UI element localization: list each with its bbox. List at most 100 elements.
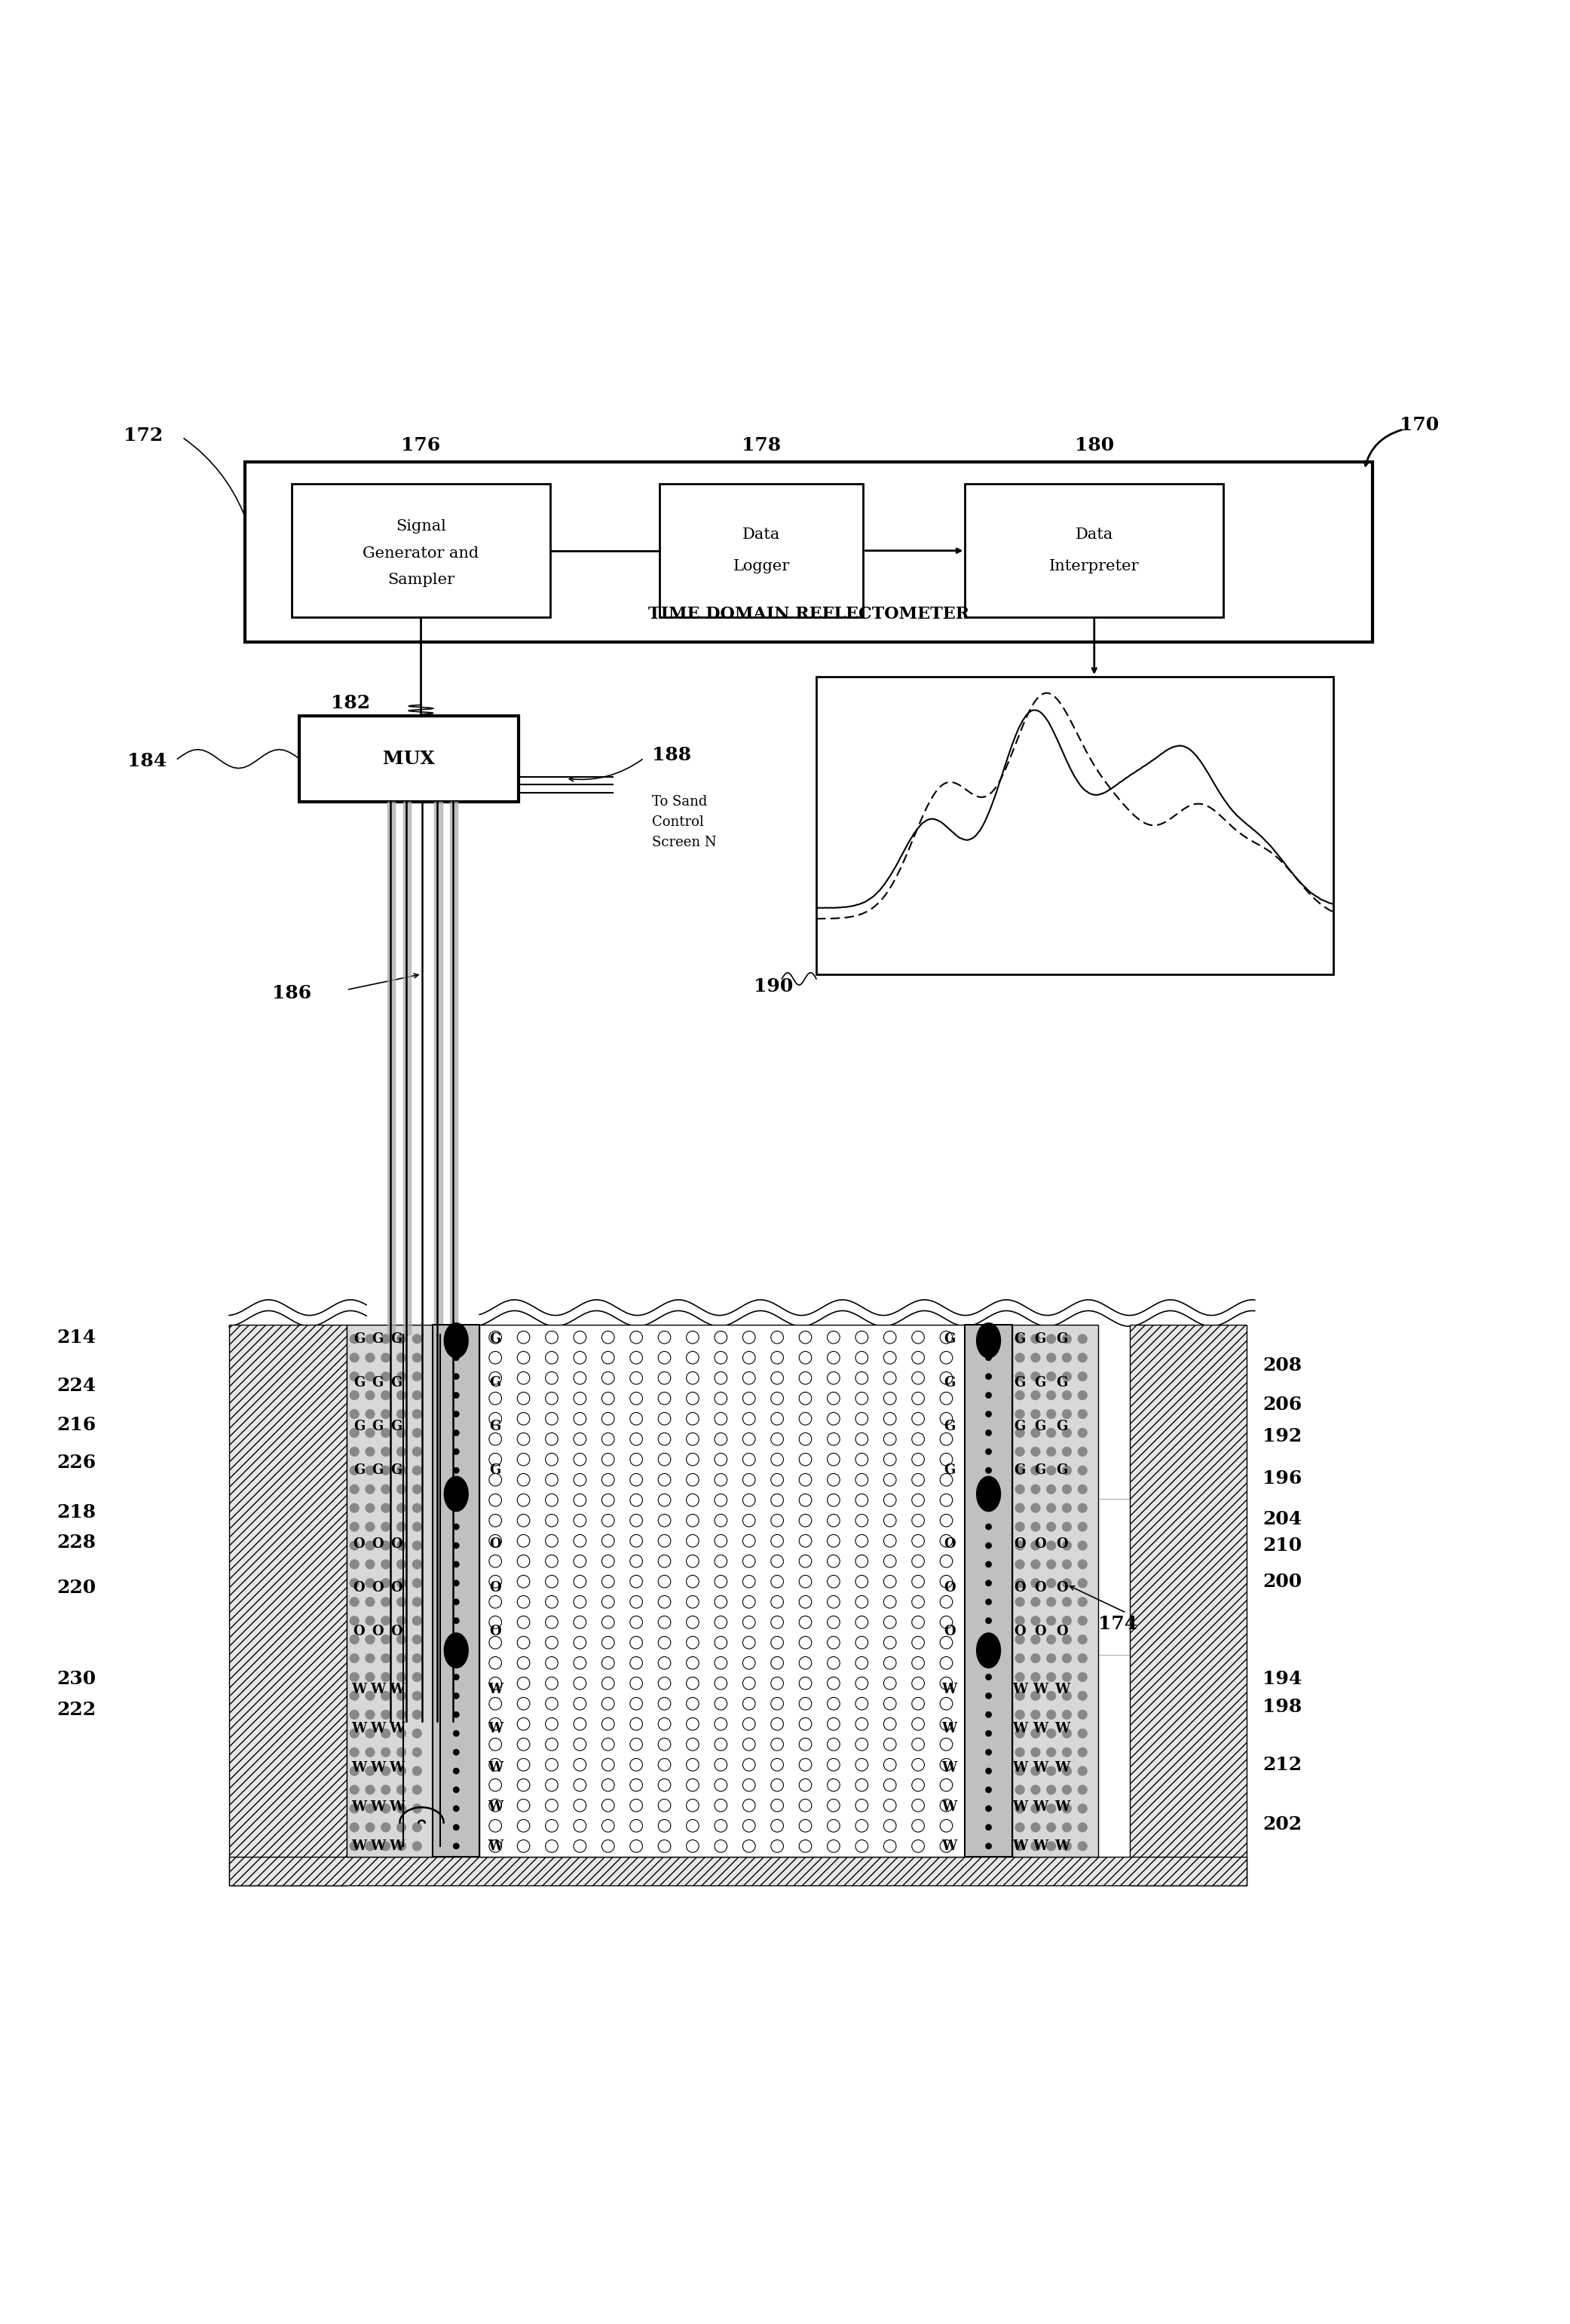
- Text: G: G: [1035, 1420, 1046, 1434]
- Circle shape: [1047, 1559, 1057, 1569]
- Bar: [292, 483, 550, 618]
- Circle shape: [1016, 1466, 1025, 1476]
- Circle shape: [1063, 1334, 1072, 1343]
- Bar: [1129, 1325, 1247, 1885]
- Circle shape: [1063, 1466, 1072, 1476]
- Circle shape: [454, 1336, 460, 1341]
- Text: 228: 228: [57, 1534, 96, 1552]
- Text: 222: 222: [57, 1701, 96, 1720]
- Text: O: O: [372, 1580, 383, 1594]
- Text: 200: 200: [1262, 1573, 1302, 1590]
- Ellipse shape: [444, 1322, 468, 1357]
- Text: Data: Data: [743, 528, 780, 541]
- Bar: [245, 462, 1372, 641]
- Circle shape: [1047, 1578, 1057, 1587]
- Text: Sampler: Sampler: [388, 572, 454, 588]
- Circle shape: [1063, 1559, 1072, 1569]
- Circle shape: [382, 1673, 391, 1683]
- Circle shape: [397, 1353, 407, 1362]
- Circle shape: [1016, 1541, 1025, 1550]
- Circle shape: [1016, 1485, 1025, 1494]
- Circle shape: [1016, 1729, 1025, 1738]
- Circle shape: [454, 1525, 460, 1529]
- Circle shape: [382, 1597, 391, 1606]
- Text: W: W: [488, 1838, 502, 1852]
- Ellipse shape: [444, 1476, 468, 1511]
- Circle shape: [454, 1429, 460, 1436]
- Circle shape: [366, 1766, 375, 1776]
- Circle shape: [1047, 1408, 1057, 1418]
- Circle shape: [1016, 1748, 1025, 1757]
- Circle shape: [1016, 1597, 1025, 1606]
- Text: 218: 218: [57, 1504, 96, 1522]
- Circle shape: [1063, 1597, 1072, 1606]
- Circle shape: [1079, 1408, 1086, 1418]
- Text: W: W: [488, 1722, 502, 1736]
- Text: 174: 174: [1097, 1615, 1137, 1634]
- Circle shape: [986, 1787, 992, 1792]
- Text: G: G: [944, 1420, 955, 1434]
- Text: 186: 186: [272, 983, 311, 1002]
- Circle shape: [413, 1841, 422, 1850]
- Text: 190: 190: [754, 978, 793, 995]
- Text: 182: 182: [331, 695, 371, 713]
- Circle shape: [413, 1559, 422, 1569]
- Circle shape: [397, 1634, 407, 1643]
- Text: 194: 194: [1262, 1669, 1302, 1687]
- Circle shape: [366, 1822, 375, 1831]
- Circle shape: [350, 1448, 360, 1457]
- Circle shape: [366, 1485, 375, 1494]
- Circle shape: [397, 1766, 407, 1776]
- Circle shape: [1079, 1522, 1086, 1532]
- Text: G: G: [372, 1464, 383, 1478]
- Circle shape: [1063, 1748, 1072, 1757]
- Circle shape: [1016, 1448, 1025, 1457]
- Circle shape: [413, 1729, 422, 1738]
- Text: W: W: [1033, 1683, 1047, 1697]
- Text: W: W: [371, 1683, 386, 1697]
- Text: G: G: [353, 1420, 364, 1434]
- Circle shape: [454, 1673, 460, 1680]
- Circle shape: [1047, 1748, 1057, 1757]
- Circle shape: [366, 1522, 375, 1532]
- Text: G: G: [1057, 1332, 1068, 1346]
- Circle shape: [350, 1673, 360, 1683]
- Circle shape: [397, 1504, 407, 1513]
- Circle shape: [1047, 1673, 1057, 1683]
- Text: 212: 212: [1262, 1755, 1302, 1773]
- Circle shape: [1079, 1655, 1086, 1664]
- Circle shape: [397, 1597, 407, 1606]
- Circle shape: [350, 1710, 360, 1720]
- Bar: [1013, 1325, 1097, 1857]
- Text: 184: 184: [127, 753, 166, 769]
- Circle shape: [413, 1541, 422, 1550]
- Circle shape: [382, 1448, 391, 1457]
- Text: W: W: [488, 1683, 502, 1697]
- Text: G: G: [1035, 1332, 1046, 1346]
- Circle shape: [1079, 1710, 1086, 1720]
- Circle shape: [366, 1448, 375, 1457]
- Text: G: G: [1057, 1464, 1068, 1478]
- Circle shape: [1016, 1692, 1025, 1701]
- Circle shape: [382, 1729, 391, 1738]
- Bar: [966, 483, 1223, 618]
- Circle shape: [366, 1390, 375, 1399]
- Circle shape: [454, 1466, 460, 1473]
- Text: W: W: [352, 1801, 367, 1813]
- Circle shape: [366, 1692, 375, 1701]
- Text: O: O: [1014, 1624, 1025, 1638]
- Text: 172: 172: [124, 428, 163, 444]
- Circle shape: [1031, 1504, 1041, 1513]
- Circle shape: [397, 1748, 407, 1757]
- Circle shape: [454, 1448, 460, 1455]
- Circle shape: [397, 1841, 407, 1850]
- Text: O: O: [1057, 1580, 1068, 1594]
- Circle shape: [1016, 1822, 1025, 1831]
- Circle shape: [1031, 1559, 1041, 1569]
- Text: G: G: [944, 1376, 955, 1390]
- Circle shape: [1079, 1615, 1086, 1624]
- Circle shape: [366, 1748, 375, 1757]
- Circle shape: [454, 1618, 460, 1624]
- Circle shape: [366, 1541, 375, 1550]
- Circle shape: [1079, 1692, 1086, 1701]
